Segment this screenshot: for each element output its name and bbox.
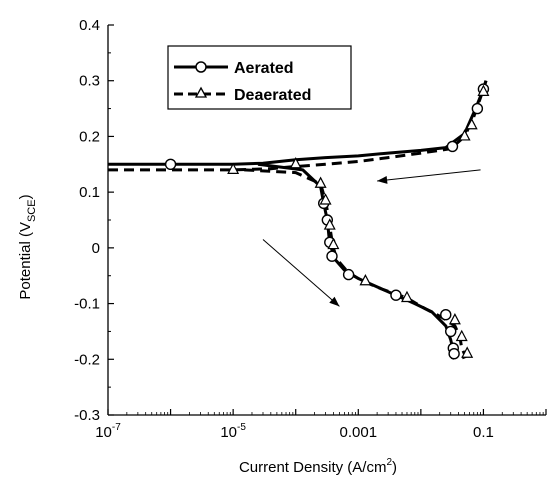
y-axis-title: Potential (VSCE) — [17, 194, 38, 299]
legend: Aerated Deaerated — [167, 45, 352, 110]
data-point-aerated — [390, 289, 402, 301]
x-tick-label: 0.1 — [473, 424, 494, 441]
direction-arrow-line — [377, 169, 481, 182]
y-tick-label: -0.2 — [74, 351, 100, 368]
legend-label-aerated: Aerated — [234, 60, 294, 77]
legend-aerated-marker — [195, 61, 207, 73]
axes-group — [107, 24, 547, 416]
arrows-group — [262, 169, 481, 307]
legend-box — [167, 45, 352, 110]
x-tick-label: 10-7 — [95, 422, 121, 441]
data-point-aerated — [164, 158, 177, 170]
legend-deaerated-marker — [194, 86, 208, 98]
data-point-deaerated — [289, 156, 302, 169]
markers-group — [164, 83, 490, 360]
y-tick-label: 0.4 — [79, 17, 100, 34]
x-tick-label: 10-5 — [220, 422, 246, 441]
direction-arrow-head — [329, 296, 340, 307]
data-point-aerated — [445, 325, 457, 338]
series-line-deaerated-anodic — [108, 80, 488, 172]
data-point-deaerated — [477, 84, 490, 96]
data-point-deaerated — [314, 176, 327, 188]
data-point-deaerated — [461, 346, 474, 358]
data-point-deaerated — [323, 218, 336, 230]
data-point-deaerated — [227, 162, 240, 174]
data-point-deaerated — [448, 312, 461, 325]
data-point-deaerated — [455, 329, 468, 342]
y-tick-label: -0.1 — [74, 296, 100, 313]
data-point-aerated — [440, 309, 452, 321]
direction-arrow-line — [262, 239, 340, 307]
data-point-deaerated — [465, 117, 478, 130]
y-tick-label: 0 — [92, 240, 100, 257]
data-point-deaerated — [458, 129, 471, 141]
data-point-aerated — [326, 250, 338, 262]
data-point-aerated — [446, 140, 459, 153]
y-tick-label: 0.2 — [79, 128, 100, 145]
tick-labels-group: 0.4 0.3 0.2 0.1 0 -0.1 -0.2 -0.310-7 10-5 0.001 0.… — [74, 17, 494, 441]
data-point-aerated — [342, 268, 355, 281]
y-tick-label: 0.3 — [79, 73, 100, 90]
data-point-deaerated — [400, 290, 413, 303]
y-tick-label: -0.3 — [74, 407, 100, 424]
data-point-aerated — [448, 348, 460, 360]
data-point-deaerated — [359, 273, 372, 286]
direction-arrow-head — [377, 175, 388, 184]
data-point-aerated — [471, 102, 484, 115]
x-axis-title: Current Density (A/cm2) — [239, 457, 397, 476]
y-tick-label: 0.1 — [79, 184, 100, 201]
data-point-deaerated — [327, 237, 340, 250]
x-tick-label: 0.001 — [340, 424, 378, 441]
data-point-deaerated — [319, 193, 332, 205]
legend-label-deaerated: Deaerated — [234, 87, 311, 104]
